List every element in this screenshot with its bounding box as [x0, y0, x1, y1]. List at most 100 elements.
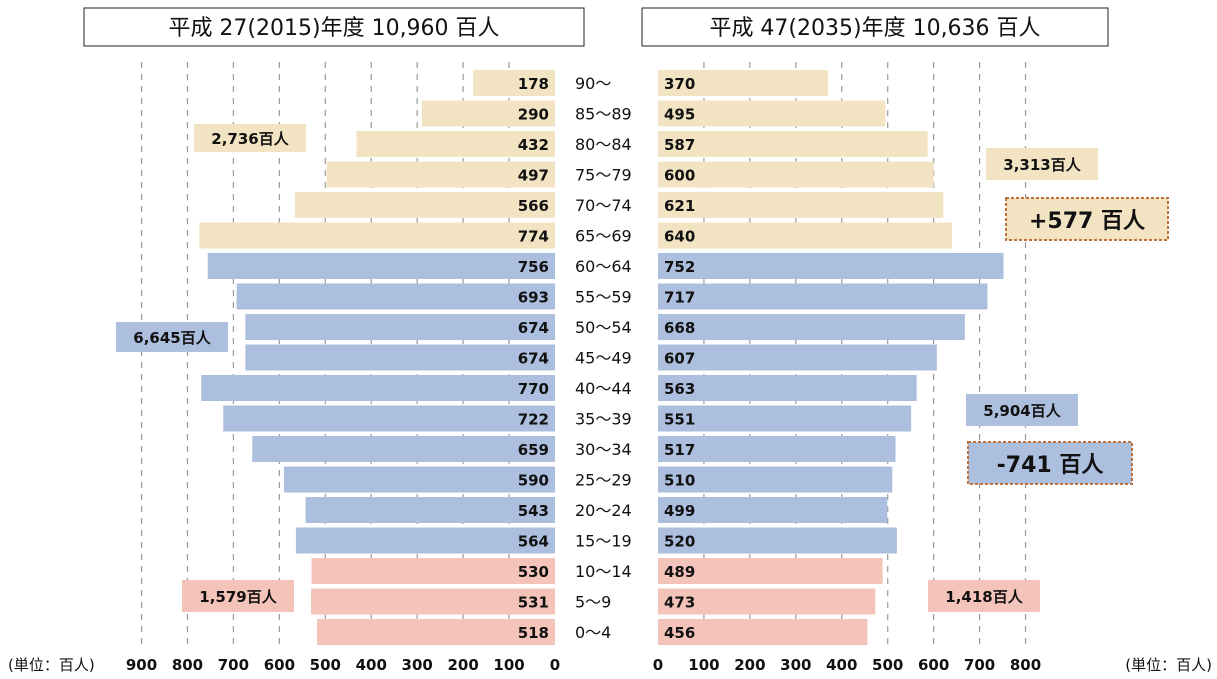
age-category-label: 50〜54	[575, 318, 632, 337]
right-value-label: 607	[664, 350, 695, 368]
right-bar	[658, 192, 944, 218]
right-bar	[658, 100, 886, 127]
left-value-label: 531	[518, 594, 549, 612]
right-bars	[658, 70, 1004, 645]
left-young-total-box	[182, 580, 294, 612]
left-value-label: 590	[518, 472, 549, 490]
left-tick-label: 300	[402, 656, 433, 674]
left-value-label: 518	[518, 624, 549, 642]
right-bar	[658, 283, 988, 310]
right-value-label: 717	[664, 289, 695, 307]
left-bar	[317, 619, 555, 645]
right-elderly-change-box	[1005, 197, 1169, 241]
right-elderly-total-box	[986, 148, 1098, 180]
age-category-label: 70〜74	[575, 196, 632, 215]
left-value-label: 756	[518, 258, 549, 276]
left-tick-label: 800	[172, 656, 203, 674]
right-bar	[658, 436, 896, 462]
age-category-label: 80〜84	[575, 135, 632, 154]
left-elderly-total: 2,736百人	[211, 130, 289, 148]
right-value-labels: 370 495 587 600 621 640 752 717 668 607 563 551 517 5…	[664, 75, 695, 642]
left-bar	[311, 588, 555, 615]
right-bar	[658, 314, 965, 340]
right-tick-label: 800	[1010, 656, 1041, 674]
right-value-label: 499	[664, 502, 695, 520]
right-title: 平成 47(2035)年度 10,636 百人	[709, 16, 1040, 41]
age-category-label: 5〜9	[575, 593, 611, 612]
left-value-label: 530	[518, 563, 549, 581]
right-value-label: 517	[664, 441, 695, 459]
age-category-label: 55〜59	[575, 288, 632, 307]
left-bar	[421, 100, 555, 127]
right-value-label: 563	[664, 380, 695, 398]
right-tick-label: 200	[734, 656, 765, 674]
age-category-label: 75〜79	[575, 166, 632, 185]
left-title: 平成 27(2015)年度 10,960 百人	[168, 16, 499, 41]
right-tick-label: 600	[918, 656, 949, 674]
right-unit-label: (単位：百人)	[1125, 656, 1212, 674]
right-value-label: 495	[664, 106, 695, 124]
right-working-change: -741 百人	[997, 453, 1104, 478]
left-bar	[326, 161, 555, 188]
age-category-label: 10〜14	[575, 562, 632, 581]
right-bar	[658, 619, 868, 645]
right-value-label: 668	[664, 319, 695, 337]
left-bar	[252, 436, 555, 462]
left-elderly-total-box	[194, 124, 306, 152]
right-bar	[658, 253, 1004, 279]
right-title-box	[641, 7, 1109, 47]
age-category-label: 25〜29	[575, 471, 632, 490]
left-value-label: 178	[518, 75, 549, 93]
right-value-label: 752	[664, 258, 695, 276]
left-working-total: 6,645百人	[133, 329, 211, 347]
left-axis-ticks: 900 800 700 600 500 400 300 200 100 0	[126, 656, 560, 674]
right-working-change-box	[967, 441, 1133, 485]
right-axis-ticks: 0 100 200 300 400 500 600 700 800	[653, 656, 1041, 674]
right-working-total-box	[966, 394, 1078, 426]
right-value-label: 551	[664, 411, 695, 429]
right-elderly-total: 3,313百人	[1003, 156, 1081, 174]
age-category-label: 15〜19	[575, 532, 632, 551]
left-bar	[294, 192, 555, 218]
left-bar	[283, 466, 555, 493]
right-value-label: 621	[664, 197, 695, 215]
left-young-total: 1,579百人	[199, 588, 277, 606]
right-value-label: 489	[664, 563, 695, 581]
age-category-label: 35〜39	[575, 410, 632, 429]
right-bar	[658, 527, 897, 554]
right-elderly-change: +577 百人	[1029, 209, 1145, 234]
left-value-label: 543	[518, 502, 549, 520]
right-tick-label: 300	[780, 656, 811, 674]
left-value-label: 770	[518, 380, 549, 398]
left-value-label: 564	[518, 533, 549, 551]
right-value-label: 473	[664, 594, 695, 612]
left-bar	[236, 283, 555, 310]
right-value-label: 456	[664, 624, 695, 642]
right-value-label: 587	[664, 136, 695, 154]
right-bar	[658, 497, 888, 523]
right-bar	[658, 466, 893, 493]
left-bar	[199, 222, 556, 249]
left-value-label: 659	[518, 441, 549, 459]
left-bar	[223, 405, 555, 432]
right-bar	[658, 222, 953, 249]
left-bars	[199, 70, 556, 645]
left-value-label: 566	[518, 197, 549, 215]
right-value-label: 520	[664, 533, 695, 551]
left-tick-label: 100	[493, 656, 524, 674]
left-bar	[207, 253, 555, 279]
left-value-label: 722	[518, 411, 549, 429]
right-tick-label: 100	[688, 656, 719, 674]
age-category-labels: 90〜 85〜89 80〜84 75〜79 70〜74 65〜69 60〜64 55〜59 50…	[575, 74, 632, 642]
left-tick-label: 500	[310, 656, 341, 674]
left-tick-label: 200	[447, 656, 478, 674]
age-category-label: 45〜49	[575, 349, 632, 368]
right-tick-label: 0	[653, 656, 663, 674]
right-value-label: 370	[664, 75, 695, 93]
left-bar	[305, 497, 555, 523]
left-tick-label: 900	[126, 656, 157, 674]
right-tick-label: 400	[826, 656, 857, 674]
right-value-label: 600	[664, 167, 695, 185]
left-value-label: 290	[518, 106, 549, 124]
